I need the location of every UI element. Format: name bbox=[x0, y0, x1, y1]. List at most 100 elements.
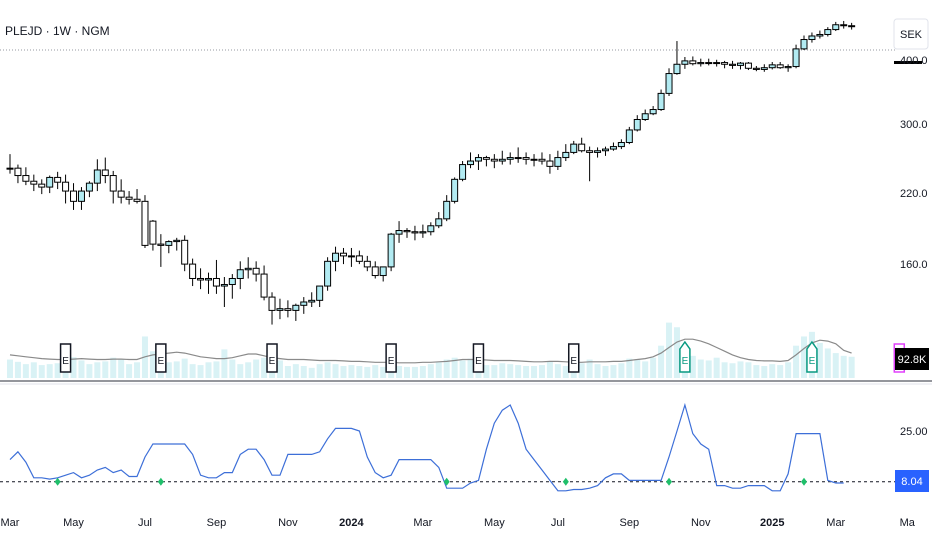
candle bbox=[165, 240, 173, 254]
candle bbox=[602, 146, 609, 156]
earnings-marker[interactable]: E bbox=[266, 343, 278, 373]
volume-bar bbox=[134, 362, 141, 378]
earnings-marker-frame bbox=[472, 343, 485, 373]
candle-body bbox=[808, 35, 816, 41]
candle-body bbox=[538, 158, 546, 162]
earnings-marker[interactable]: E bbox=[59, 343, 72, 373]
earnings-marker[interactable]: E bbox=[567, 343, 580, 373]
candle-body bbox=[228, 277, 236, 286]
volume-bar bbox=[94, 362, 101, 378]
x-tick-label: Nov bbox=[278, 517, 298, 529]
earnings-marker[interactable]: E bbox=[385, 343, 397, 373]
candle bbox=[355, 250, 363, 265]
candle-body bbox=[752, 67, 760, 70]
candle-body bbox=[371, 266, 379, 277]
candle-body bbox=[77, 190, 85, 202]
candle-body bbox=[244, 267, 252, 271]
earnings-marker[interactable]: E bbox=[679, 340, 691, 373]
candle-body bbox=[705, 62, 713, 65]
earnings-marker[interactable]: E bbox=[155, 343, 167, 373]
candle-body bbox=[117, 190, 125, 198]
price-axis[interactable]: 160.0 220.0 300.0 400.0 bbox=[900, 55, 928, 271]
candle bbox=[101, 157, 109, 184]
candle-body bbox=[562, 151, 570, 159]
volume-bar bbox=[578, 363, 585, 378]
candle-body bbox=[721, 62, 729, 65]
indicator-axis[interactable]: 25.00 bbox=[900, 426, 928, 438]
earnings-marker[interactable]: E bbox=[472, 343, 485, 373]
volume-bar bbox=[483, 365, 490, 378]
candle bbox=[189, 258, 197, 287]
earnings-marker-label: E bbox=[388, 356, 395, 367]
earnings-marker-frame bbox=[679, 340, 691, 373]
x-tick-label: Nov bbox=[691, 517, 711, 529]
earnings-marker-label: E bbox=[269, 356, 276, 367]
volume-bar bbox=[173, 361, 180, 378]
candle bbox=[784, 64, 792, 72]
price-tick-label: 300.0 bbox=[900, 119, 928, 131]
indicator-signal-marker bbox=[443, 477, 450, 486]
candle-body bbox=[403, 230, 411, 233]
candle-body bbox=[62, 181, 70, 192]
earnings-marker[interactable]: E bbox=[806, 340, 818, 373]
candle-body bbox=[474, 157, 482, 162]
volume-bar bbox=[610, 365, 617, 378]
candle-body bbox=[157, 243, 165, 246]
candle bbox=[109, 170, 117, 204]
symbol-title: PLEJD · 1W · NGM bbox=[5, 24, 110, 38]
candle-body bbox=[586, 150, 594, 153]
volume-bar bbox=[459, 360, 466, 378]
candle bbox=[252, 261, 260, 282]
volume-bar bbox=[523, 366, 530, 378]
volume-bar bbox=[443, 359, 450, 378]
indicator-tick-label: 25.00 bbox=[900, 426, 928, 438]
indicator-line bbox=[9, 402, 844, 492]
candle-body bbox=[212, 277, 220, 287]
volume-bar bbox=[491, 365, 498, 378]
x-axis[interactable]: Mar May Jul Sep Nov 2024 Mar May Jul Sep Nov 2025 Ma… bbox=[1, 517, 916, 529]
candle bbox=[427, 222, 435, 236]
candle bbox=[594, 147, 602, 158]
candle-body bbox=[181, 239, 189, 265]
volume-bar bbox=[737, 361, 744, 378]
candle bbox=[514, 147, 522, 163]
candle-body bbox=[355, 255, 363, 262]
candle-body bbox=[125, 196, 133, 200]
candle-body bbox=[300, 301, 308, 306]
x-tick-label: Mar bbox=[1, 517, 20, 529]
earnings-marker-frame bbox=[155, 343, 167, 373]
currency-button-box[interactable] bbox=[893, 18, 929, 50]
price-pane[interactable]: EEEEEEEEE bbox=[0, 20, 906, 378]
candle bbox=[268, 292, 276, 325]
volume-bar bbox=[467, 358, 474, 378]
candle bbox=[609, 142, 617, 151]
volume-bar bbox=[840, 355, 847, 378]
volume-bar bbox=[499, 363, 506, 378]
candle-body bbox=[832, 24, 840, 31]
candle bbox=[228, 274, 236, 299]
candle bbox=[474, 154, 482, 170]
candle-body bbox=[760, 67, 768, 70]
x-tick-label: Sep bbox=[620, 517, 640, 529]
candle bbox=[554, 150, 562, 170]
candle bbox=[665, 68, 673, 97]
candle bbox=[625, 126, 633, 145]
indicator-pane[interactable] bbox=[0, 402, 895, 492]
candle-body bbox=[316, 285, 324, 301]
candle bbox=[681, 56, 689, 69]
candle-body bbox=[800, 39, 808, 50]
volume-bar bbox=[245, 362, 252, 378]
candle bbox=[205, 272, 212, 294]
volume-bar bbox=[451, 357, 458, 378]
volume-bar bbox=[189, 364, 196, 378]
volume-bar bbox=[372, 365, 379, 378]
currency-button[interactable]: SEK bbox=[893, 18, 929, 50]
volume-bar bbox=[396, 366, 403, 378]
price-tick-label: 160.0 bbox=[900, 259, 928, 271]
candle-body bbox=[419, 231, 427, 234]
volume-last-badge: 92.8K bbox=[895, 348, 929, 370]
current-price-marker bbox=[894, 61, 922, 64]
volume-bar bbox=[745, 362, 752, 378]
candle bbox=[498, 150, 506, 165]
